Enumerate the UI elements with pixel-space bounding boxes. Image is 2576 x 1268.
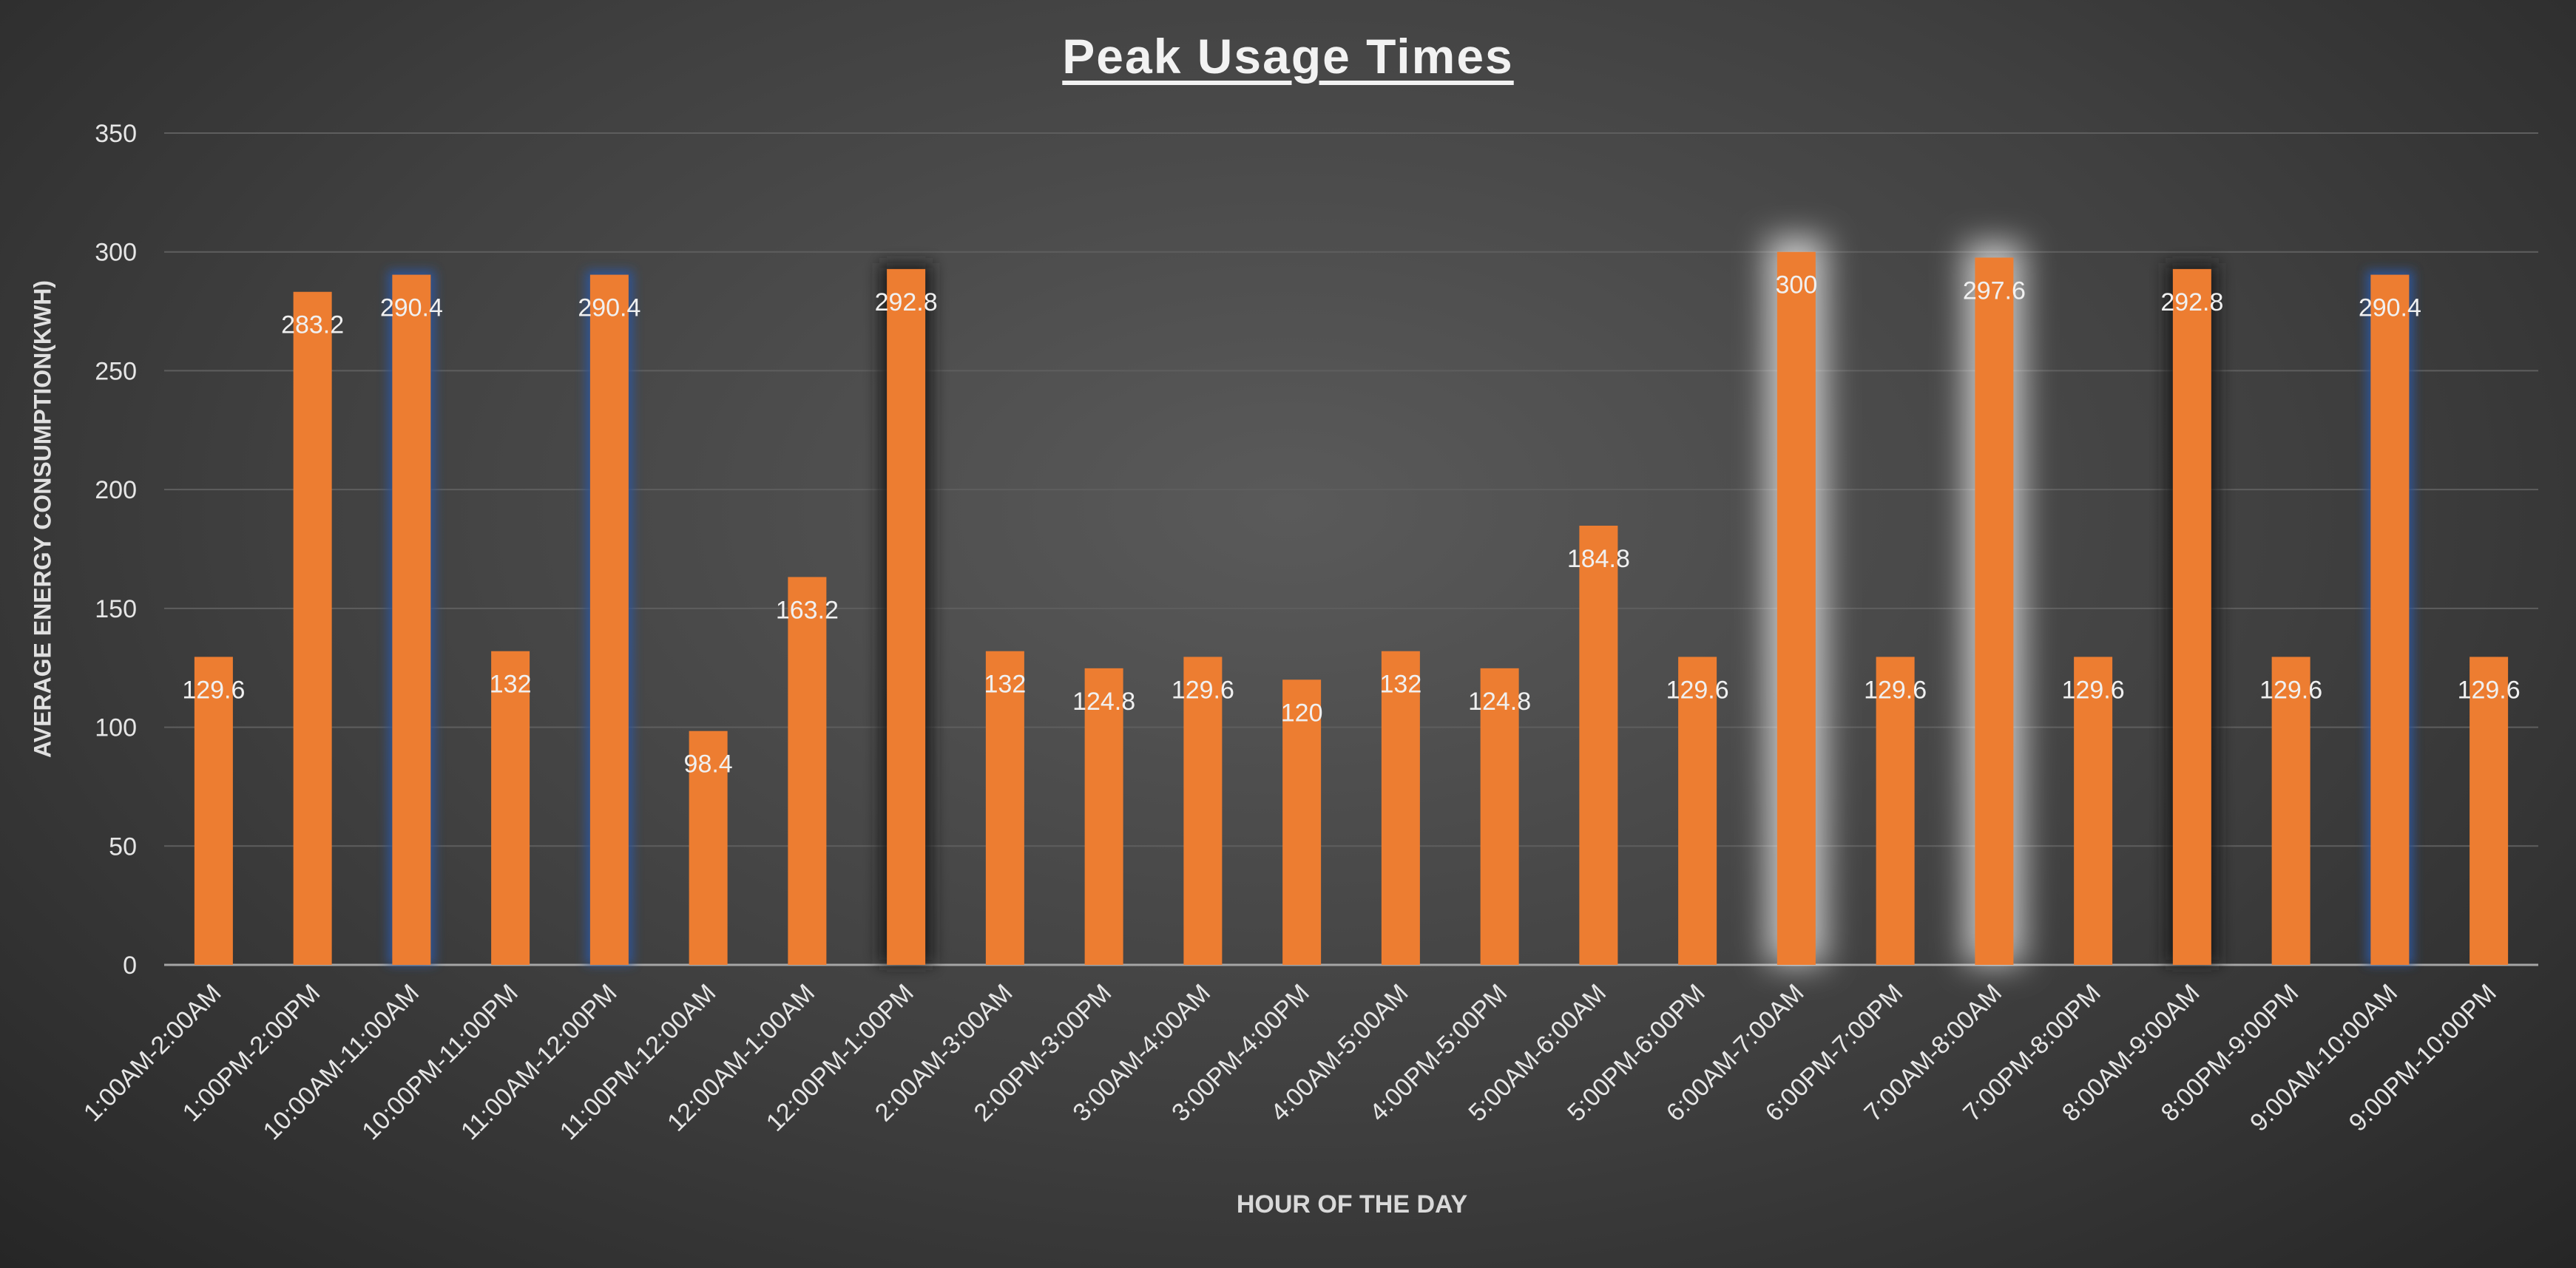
y-tick-label: 250 (95, 357, 137, 385)
data-label: 292.8 (875, 288, 938, 316)
bar (788, 577, 827, 965)
x-axis-ticks: 1:00AM-2:00AM1:00PM-2:00PM10:00AM-11:00A… (78, 979, 2502, 1146)
bar (194, 657, 233, 965)
bar (293, 291, 332, 965)
data-labels: 129.6 283.2 290.4 132 290.4 98.4 163.2 292.8 132… (182, 271, 2520, 779)
data-label: 163.2 (776, 596, 839, 624)
bar (1579, 526, 1618, 965)
bar (1678, 657, 1717, 965)
bar (2074, 657, 2113, 965)
bar (392, 274, 431, 966)
data-label: 129.6 (1172, 676, 1234, 704)
data-label: 129.6 (2259, 676, 2322, 704)
bar (689, 730, 728, 965)
data-label: 132 (984, 671, 1027, 699)
y-tick-label: 150 (95, 595, 137, 623)
data-label: 129.6 (2458, 676, 2521, 704)
data-label: 290.4 (2359, 294, 2421, 322)
bar (2271, 657, 2310, 965)
data-label: 297.6 (1963, 277, 2026, 305)
gridlines (164, 132, 2538, 966)
bar (2172, 268, 2211, 965)
bar (1876, 657, 1915, 965)
data-label: 290.4 (380, 294, 443, 322)
bar (1975, 257, 2014, 965)
data-label: 129.6 (2062, 676, 2125, 704)
bar (2469, 657, 2509, 965)
bar (2370, 274, 2410, 966)
y-tick-label: 100 (95, 714, 137, 742)
x-axis-label: HOUR OF THE DAY (1236, 1190, 1468, 1218)
data-label: 120 (1281, 699, 1323, 727)
bar (1480, 668, 1519, 965)
bar (589, 274, 629, 966)
data-label: 184.8 (1567, 545, 1630, 573)
data-label: 124.8 (1072, 688, 1135, 716)
bar (1777, 251, 1816, 965)
data-label: 132 (490, 671, 532, 699)
bar (985, 651, 1024, 965)
data-label: 124.8 (1468, 688, 1531, 716)
y-tick-label: 0 (123, 952, 137, 980)
bar (1381, 651, 1420, 965)
data-label: 129.6 (182, 676, 245, 704)
y-tick-label: 350 (95, 120, 137, 148)
bar (887, 268, 926, 965)
y-tick-label: 50 (109, 833, 137, 861)
data-label: 290.4 (578, 294, 640, 322)
y-tick-label: 300 (95, 239, 137, 267)
data-label: 132 (1380, 671, 1422, 699)
bar (1282, 679, 1322, 965)
data-label: 129.6 (1666, 676, 1729, 704)
bars (194, 251, 2509, 966)
y-tick-label: 200 (95, 476, 137, 504)
data-label: 98.4 (684, 750, 733, 779)
bar (1084, 668, 1123, 965)
bar (491, 651, 530, 965)
data-label: 300 (1776, 271, 1818, 299)
data-label: 283.2 (281, 311, 344, 339)
chart-title: Peak Usage Times (1062, 29, 1514, 84)
y-axis-ticks: 0 50 100 150 200 250 300 350 (95, 120, 137, 980)
data-label: 292.8 (2160, 288, 2223, 316)
data-label: 129.6 (1864, 676, 1927, 704)
bar (1183, 657, 1223, 965)
